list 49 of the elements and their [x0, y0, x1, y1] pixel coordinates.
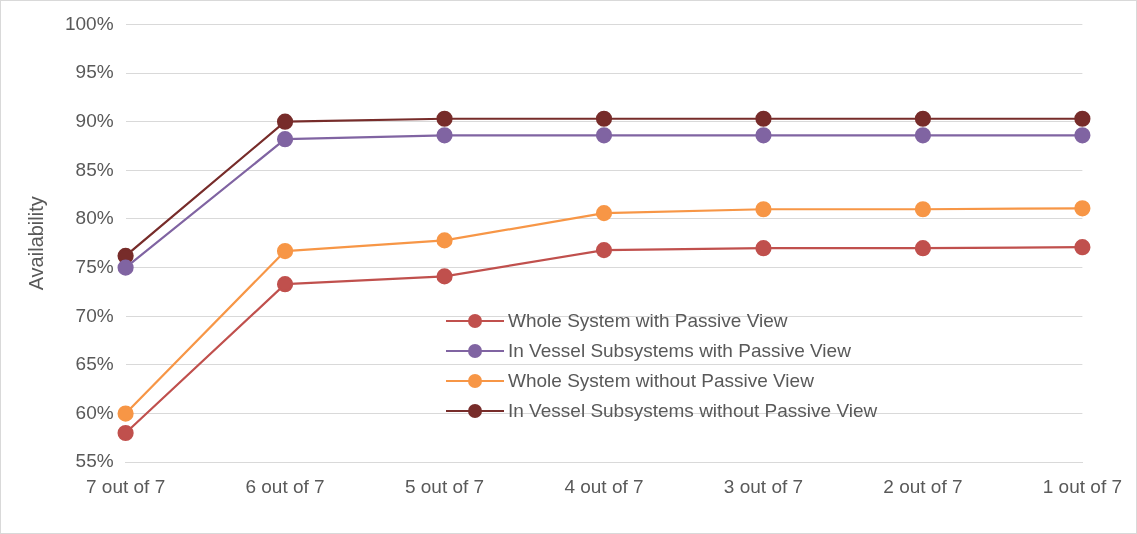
legend-label: Whole System with Passive View [508, 310, 788, 332]
point [595, 127, 613, 144]
legend-label: In Vessel Subsystems without Passive View [508, 400, 878, 422]
y-tick-label: 95% [75, 61, 114, 83]
y-tick-label: 60% [75, 401, 114, 423]
point [436, 110, 453, 127]
point [595, 205, 613, 222]
point [276, 242, 294, 260]
point [436, 268, 453, 285]
x-tick-label: 3 out of 7 [723, 475, 804, 497]
point [276, 113, 294, 130]
y-tick-label: 85% [75, 158, 114, 180]
x-tick-label: 5 out of 7 [404, 475, 485, 497]
point [755, 110, 772, 127]
point [117, 259, 134, 276]
point [755, 240, 772, 257]
legend-label: In Vessel Subsystems with Passive View [508, 340, 851, 362]
y-tick-label: 80% [75, 207, 114, 229]
point [914, 110, 932, 127]
y-tick-label: 90% [75, 109, 114, 131]
point [276, 131, 294, 148]
x-tick-label: 6 out of 7 [245, 475, 325, 497]
x-tick-label: 2 out of 7 [883, 475, 963, 497]
point [436, 232, 453, 249]
point [914, 127, 932, 144]
point [436, 127, 453, 144]
point [1074, 239, 1091, 256]
point [117, 405, 134, 422]
x-tick-label: 7 out of 7 [85, 475, 166, 497]
y-tick-label: 100% [64, 12, 114, 34]
point [595, 242, 613, 259]
y-axis-title: Availability [24, 196, 47, 291]
point [1074, 200, 1091, 217]
point [914, 201, 932, 218]
y-tick-label: 75% [75, 255, 114, 277]
x-tick-label: 1 out of 7 [1042, 475, 1122, 497]
point [755, 127, 772, 144]
point [117, 424, 134, 442]
point [914, 240, 932, 257]
y-tick-label: 65% [75, 353, 114, 375]
point [1074, 127, 1091, 144]
point [755, 201, 772, 218]
x-tick-label: 4 out of 7 [564, 475, 644, 497]
point [595, 110, 613, 127]
legend-label: Whole System without Passive View [508, 370, 814, 392]
point [276, 276, 294, 293]
y-tick-label: 70% [75, 304, 114, 326]
point [1074, 110, 1091, 127]
y-tick-label: 55% [75, 450, 114, 472]
